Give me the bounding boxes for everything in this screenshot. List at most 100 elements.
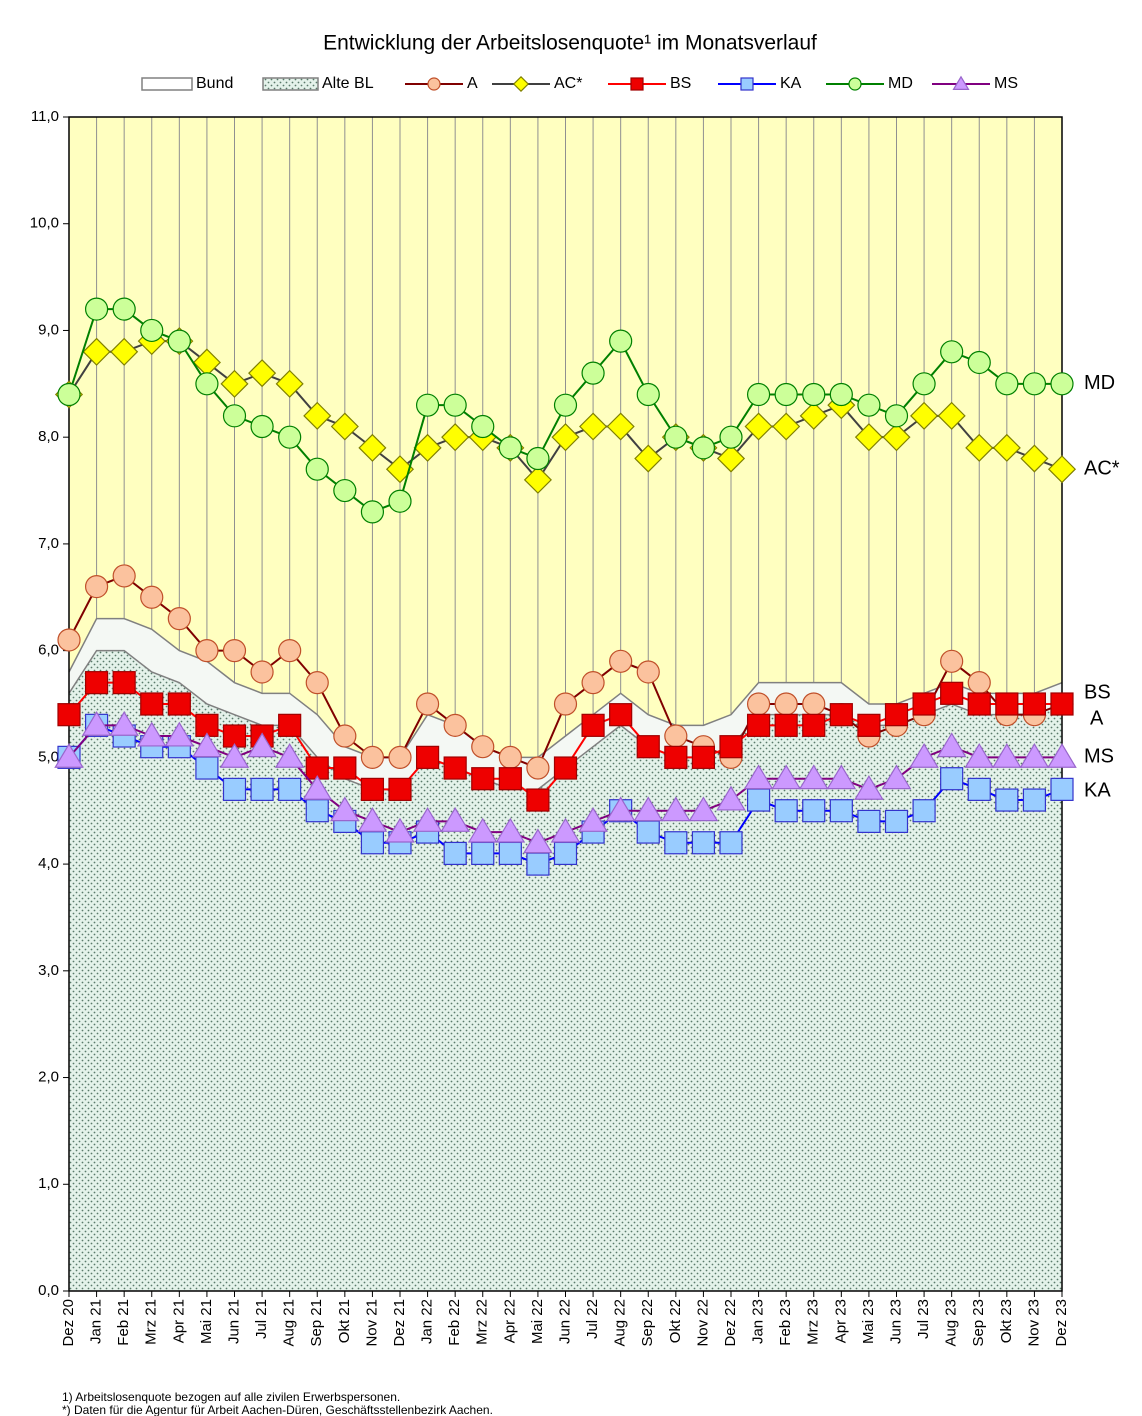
marker [774, 692, 798, 716]
x-tick-label: Dez 21 [391, 1299, 408, 1347]
marker [333, 478, 357, 503]
marker [992, 433, 1021, 462]
marker [634, 444, 663, 473]
marker [746, 382, 771, 407]
x-tick-label: Jul 23 [915, 1299, 932, 1339]
marker [388, 777, 412, 801]
marker [964, 742, 995, 768]
marker [498, 767, 522, 791]
x-tick-label: Mrz 23 [805, 1299, 822, 1345]
marker [333, 756, 357, 780]
marker [936, 732, 967, 758]
marker [167, 329, 191, 353]
marker [278, 777, 302, 801]
marker [664, 724, 688, 748]
marker [250, 414, 274, 439]
marker [112, 671, 136, 695]
marker [661, 796, 691, 822]
marker [802, 382, 826, 407]
marker [992, 742, 1022, 768]
legend-label: BS [670, 75, 691, 92]
marker [691, 831, 716, 855]
legend-swatch [141, 77, 193, 91]
marker [330, 796, 360, 822]
y-tick-label: 9,0 [38, 321, 59, 338]
marker [553, 756, 578, 780]
marker [164, 721, 195, 747]
marker [912, 692, 936, 716]
marker [884, 809, 909, 834]
marker [857, 393, 881, 417]
marker [247, 732, 277, 758]
marker [526, 852, 550, 876]
legend-label: MS [994, 75, 1018, 92]
marker [360, 831, 385, 855]
marker [774, 799, 798, 823]
marker [581, 713, 605, 737]
marker [967, 777, 991, 801]
x-tick-label: Jun 22 [556, 1299, 573, 1344]
marker [302, 775, 333, 800]
marker [275, 369, 304, 398]
marker [1022, 692, 1047, 716]
y-tick-label: 5,0 [38, 748, 59, 765]
marker [995, 788, 1019, 812]
marker [967, 671, 991, 695]
legend-label: Bund [196, 75, 233, 92]
x-tick-label: Feb 21 [115, 1299, 132, 1346]
marker [84, 671, 109, 695]
y-tick-label: 6,0 [38, 642, 59, 659]
x-tick-label: Jun 21 [225, 1299, 242, 1344]
marker [388, 745, 412, 769]
marker [636, 382, 660, 407]
legend-label: KA [780, 75, 802, 92]
marker [471, 735, 495, 759]
marker [82, 337, 111, 366]
marker [385, 817, 415, 843]
x-tick-label: Mrz 21 [143, 1299, 160, 1345]
marker [940, 681, 964, 705]
marker [854, 423, 883, 452]
marker [884, 404, 909, 428]
marker [798, 764, 829, 790]
marker [1050, 692, 1074, 716]
marker [854, 775, 884, 800]
x-tick-label: Apr 21 [170, 1299, 187, 1343]
marker [471, 767, 495, 791]
x-tick-label: Okt 23 [998, 1299, 1015, 1343]
marker [523, 465, 552, 494]
y-tick-label: 3,0 [38, 962, 59, 979]
marker [274, 742, 305, 768]
marker [952, 75, 970, 91]
marker [415, 393, 440, 417]
marker [471, 841, 495, 866]
marker [740, 77, 754, 91]
marker [965, 433, 994, 462]
marker [553, 393, 578, 417]
marker [719, 735, 743, 759]
marker [609, 329, 633, 353]
marker [691, 745, 716, 769]
x-tick-label: Aug 21 [281, 1299, 298, 1347]
marker [581, 361, 605, 385]
marker [54, 742, 84, 768]
marker [579, 412, 608, 441]
marker [357, 807, 388, 832]
x-tick-label: Sep 22 [639, 1299, 656, 1347]
y-tick-label: 8,0 [38, 428, 59, 445]
marker [167, 692, 191, 716]
marker [940, 340, 964, 364]
marker [1022, 788, 1047, 812]
marker [443, 841, 467, 866]
marker [360, 777, 385, 801]
marker [857, 809, 881, 834]
marker [498, 841, 522, 866]
x-tick-label: Okt 21 [336, 1299, 353, 1343]
marker [195, 756, 219, 780]
marker [995, 692, 1019, 716]
x-tick-label: Feb 23 [777, 1299, 794, 1346]
x-tick-label: Jun 23 [887, 1299, 904, 1344]
marker [716, 785, 746, 811]
marker [605, 796, 636, 822]
y-tick-label: 7,0 [38, 535, 59, 552]
